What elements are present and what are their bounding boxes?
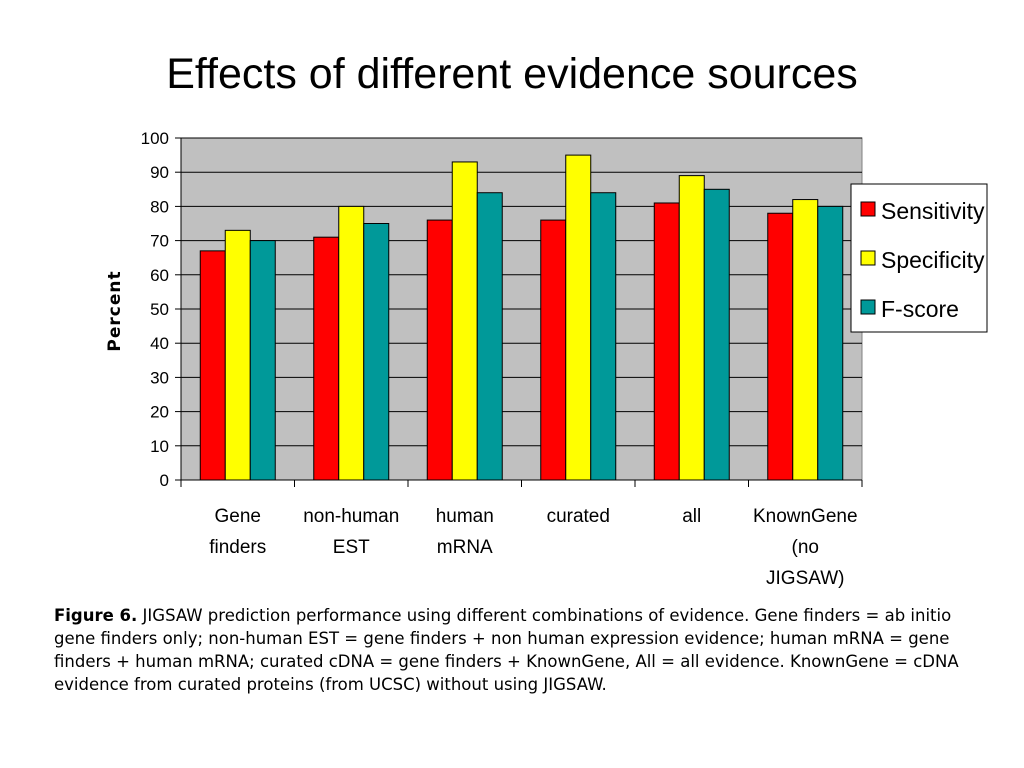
bar-f-score [590,192,617,481]
bar-sensitivity [767,212,794,481]
legend-swatch [860,299,876,315]
bar-specificity [451,161,478,481]
x-category-label: EST [333,537,370,558]
x-category-label: non-human [303,506,399,527]
figure-caption: Figure 6. JIGSAW prediction performance … [54,604,984,696]
bar-chart: 0 10 20 30 40 50 60 70 80 90 100 Gene finders non-hu… [105,129,988,589]
y-tick-label: 60 [150,266,169,285]
legend: Sensitivity Specificity F-score [850,183,988,333]
axes [175,137,863,487]
x-category-label: Gene [215,506,261,527]
bar-sensitivity [426,219,453,481]
y-tick-label: 70 [150,232,169,251]
x-category-label: KnownGene [753,506,858,527]
slide-title: Effects of different evidence sources [166,50,858,98]
bar-specificity [792,199,819,481]
gridlines [181,137,862,447]
y-tick-label: 30 [150,368,169,387]
bar-sensitivity [653,202,680,481]
x-category-label: (no [792,537,819,558]
bar-specificity [338,205,365,481]
y-tick-label: 100 [141,129,169,148]
caption-label: Figure 6. [54,606,138,625]
legend-swatch [860,201,876,217]
y-tick-label: 20 [150,403,169,422]
legend-label: Specificity [881,247,985,273]
bar-f-score [703,188,730,481]
x-category-label: finders [209,537,266,558]
y-tick-label: 80 [150,197,169,216]
bar-sensitivity [199,250,226,481]
y-tick-label: 10 [150,437,169,456]
y-tick-label: 90 [150,163,169,182]
bar-specificity [678,175,705,481]
bar-f-score [249,240,276,481]
x-category-label: all [682,506,701,527]
bar-specificity [565,154,592,481]
x-category-label: human [436,506,494,527]
legend-label: F-score [881,296,959,322]
y-tick-label: 50 [150,300,169,319]
bar-sensitivity [540,219,567,481]
caption-text: JIGSAW prediction performance using diff… [54,606,959,694]
x-category-label: mRNA [437,537,493,558]
legend-label: Sensitivity [881,198,985,224]
y-tick-label: 40 [150,334,169,353]
y-axis-label: Percent [105,270,125,351]
bar-f-score [817,205,844,481]
bar-f-score [476,192,503,481]
bars [199,154,844,481]
y-tick-labels: 0 10 20 30 40 50 60 70 80 90 100 [141,129,169,490]
bar-f-score [363,223,390,481]
bar-specificity [224,229,251,481]
x-category-label: JIGSAW) [766,568,844,589]
x-category-label: curated [547,506,610,527]
x-category-labels: Gene finders non-human EST human mRNA curated a… [209,506,857,589]
legend-swatch [860,250,876,266]
bar-sensitivity [313,236,340,481]
y-tick-label: 0 [160,471,169,490]
